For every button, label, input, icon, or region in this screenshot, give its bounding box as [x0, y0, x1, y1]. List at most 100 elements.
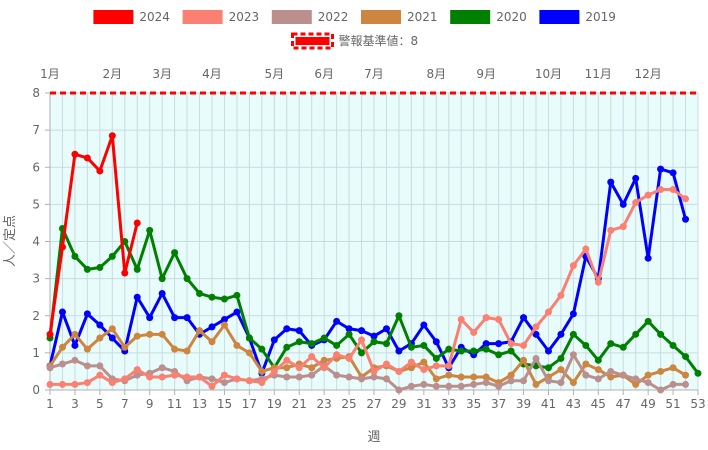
data-point-2022 — [158, 364, 166, 372]
data-point-2023 — [669, 186, 677, 194]
data-point-2020 — [470, 347, 478, 355]
data-point-2022 — [333, 371, 341, 379]
data-point-2020 — [370, 338, 378, 346]
data-point-2022 — [345, 373, 353, 381]
data-point-2020 — [382, 340, 390, 348]
data-point-2021 — [108, 325, 116, 333]
data-point-2019 — [382, 325, 390, 333]
data-point-2020 — [694, 369, 702, 377]
y-tick-label: 1 — [32, 346, 40, 360]
data-point-2020 — [96, 263, 104, 271]
data-point-2021 — [445, 371, 453, 379]
x-tick-label: 27 — [366, 397, 381, 411]
data-point-2020 — [682, 353, 690, 361]
data-point-2019 — [146, 314, 154, 322]
data-point-2022 — [482, 379, 490, 387]
data-point-2020 — [158, 275, 166, 283]
data-point-2019 — [682, 215, 690, 223]
x-axis-ticks: 1 3 5 7 9 11 13 15 17 19 21 23 25 27 29 31 33 35 37 39 41 43 4… — [46, 390, 706, 411]
data-point-2023 — [158, 373, 166, 381]
data-point-2019 — [557, 330, 565, 338]
data-point-2020 — [171, 249, 179, 257]
legend-label: 2020 — [496, 10, 527, 24]
data-point-2019 — [669, 169, 677, 177]
data-point-2024 — [83, 154, 91, 162]
data-point-2020 — [133, 265, 141, 273]
data-point-2021 — [196, 327, 204, 335]
data-point-2023 — [382, 360, 390, 368]
data-point-2022 — [644, 379, 652, 387]
series-2023 — [46, 186, 690, 390]
data-point-2021 — [457, 373, 465, 381]
data-point-2019 — [295, 327, 303, 335]
data-point-2020 — [283, 343, 291, 351]
data-point-2021 — [482, 373, 490, 381]
data-point-2022 — [432, 382, 440, 390]
data-point-2023 — [320, 364, 328, 372]
legend-label: 2024 — [139, 10, 170, 24]
data-point-2020 — [258, 345, 266, 353]
data-point-2021 — [582, 360, 590, 368]
data-point-2023 — [582, 245, 590, 253]
legend-swatch — [93, 10, 134, 24]
data-point-2024 — [121, 269, 129, 277]
data-point-2023 — [682, 195, 690, 203]
data-point-2019 — [220, 315, 228, 323]
data-point-2023 — [594, 278, 602, 286]
y-tick-label: 6 — [32, 160, 40, 174]
x-tick-label: 41 — [541, 397, 556, 411]
data-point-2023 — [58, 380, 66, 388]
data-point-2022 — [457, 382, 465, 390]
data-point-2023 — [108, 379, 116, 387]
data-point-2019 — [345, 325, 353, 333]
data-point-2020 — [482, 345, 490, 353]
data-point-2020 — [220, 295, 228, 303]
data-point-2020 — [594, 356, 602, 364]
data-point-2024 — [96, 167, 104, 175]
x-tick-label: 11 — [167, 397, 182, 411]
data-point-2020 — [233, 291, 241, 299]
data-point-2023 — [245, 377, 253, 385]
data-point-2023 — [71, 380, 79, 388]
data-point-2023 — [83, 379, 91, 387]
legend-item-2024: 2024 — [93, 10, 170, 24]
month-label: 2月 — [102, 67, 122, 81]
x-tick-label: 47 — [616, 397, 631, 411]
data-point-2023 — [46, 380, 54, 388]
legend-swatch — [450, 10, 491, 24]
y-tick-label: 7 — [32, 123, 40, 137]
legend-swatch — [271, 10, 312, 24]
x-tick-label: 53 — [690, 397, 705, 411]
legend-label: 2019 — [585, 10, 616, 24]
x-tick-label: 19 — [267, 397, 282, 411]
x-tick-label: 45 — [591, 397, 606, 411]
data-point-2019 — [283, 325, 291, 333]
data-point-2023 — [432, 362, 440, 370]
data-point-2020 — [245, 334, 253, 342]
data-point-2023 — [196, 373, 204, 381]
data-point-2019 — [208, 323, 216, 331]
x-tick-label: 49 — [641, 397, 656, 411]
x-tick-label: 51 — [665, 397, 680, 411]
series-layer — [46, 132, 702, 394]
x-tick-label: 33 — [441, 397, 456, 411]
data-point-2024 — [108, 132, 116, 140]
data-point-2020 — [669, 341, 677, 349]
data-point-2022 — [582, 371, 590, 379]
series-line-2021 — [48, 323, 688, 386]
data-point-2020 — [432, 354, 440, 362]
data-point-2019 — [395, 347, 403, 355]
data-point-2022 — [657, 386, 665, 394]
data-point-2019 — [432, 338, 440, 346]
data-point-2022 — [682, 380, 690, 388]
data-point-2022 — [58, 360, 66, 368]
month-label: 3月 — [152, 67, 172, 81]
data-point-2020 — [457, 347, 465, 355]
data-point-2021 — [644, 371, 652, 379]
data-point-2021 — [669, 364, 677, 372]
data-point-2023 — [495, 315, 503, 323]
data-point-2021 — [183, 347, 191, 355]
data-point-2020 — [71, 252, 79, 260]
x-tick-label: 35 — [466, 397, 481, 411]
